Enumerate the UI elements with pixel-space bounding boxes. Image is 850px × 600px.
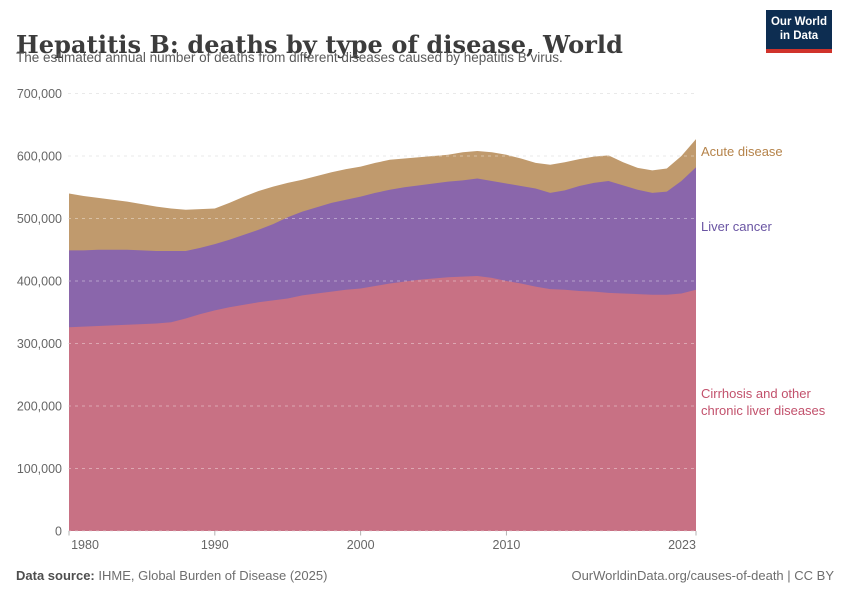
data-source-label: Data source: bbox=[16, 568, 95, 583]
owid-logo-line1: Our World bbox=[770, 16, 827, 28]
chart-subtitle: The estimated annual number of deaths fr… bbox=[16, 50, 563, 65]
y-tick-label: 0 bbox=[55, 525, 62, 539]
area-cirrhosis-and-other-chronic-liver-diseases[interactable] bbox=[69, 276, 696, 531]
y-tick-label: 200,000 bbox=[17, 400, 62, 414]
owid-logo[interactable]: Our World in Data bbox=[766, 10, 832, 53]
x-tick-label: 2000 bbox=[347, 538, 375, 552]
x-tick-label: 1980 bbox=[71, 538, 99, 552]
y-tick-label: 600,000 bbox=[17, 150, 62, 164]
stacked-area-chart: 0 100,000 200,000 300,000 400,000 500,000 600,… bbox=[17, 87, 697, 552]
x-tick-label: 2023 bbox=[668, 538, 696, 552]
data-source: Data source: IHME, Global Burden of Dise… bbox=[16, 568, 327, 583]
y-tick-label: 700,000 bbox=[17, 87, 62, 101]
y-tick-label: 300,000 bbox=[17, 337, 62, 351]
owid-logo-line2: in Data bbox=[779, 30, 819, 43]
chart-title: Hepatitis B: deaths by type of disease, … bbox=[16, 30, 624, 60]
legend-label-acute-disease[interactable]: Acute disease bbox=[701, 144, 783, 159]
footer-link[interactable]: OurWorldinData.org/causes-of-death | CC … bbox=[571, 568, 834, 583]
legend-label-liver-cancer[interactable]: Liver cancer bbox=[701, 219, 772, 234]
data-source-value: IHME, Global Burden of Disease (2025) bbox=[94, 568, 328, 583]
x-tick-label: 2010 bbox=[493, 538, 521, 552]
chart-footer: Data source: IHME, Global Burden of Dise… bbox=[16, 568, 834, 583]
y-tick-label: 400,000 bbox=[17, 275, 62, 289]
y-tick-label: 100,000 bbox=[17, 462, 62, 476]
legend-label-cirrhosis[interactable]: Cirrhosis and other chronic liver diseas… bbox=[701, 386, 826, 418]
y-tick-label: 500,000 bbox=[17, 212, 62, 226]
x-tick-label: 1990 bbox=[201, 538, 229, 552]
